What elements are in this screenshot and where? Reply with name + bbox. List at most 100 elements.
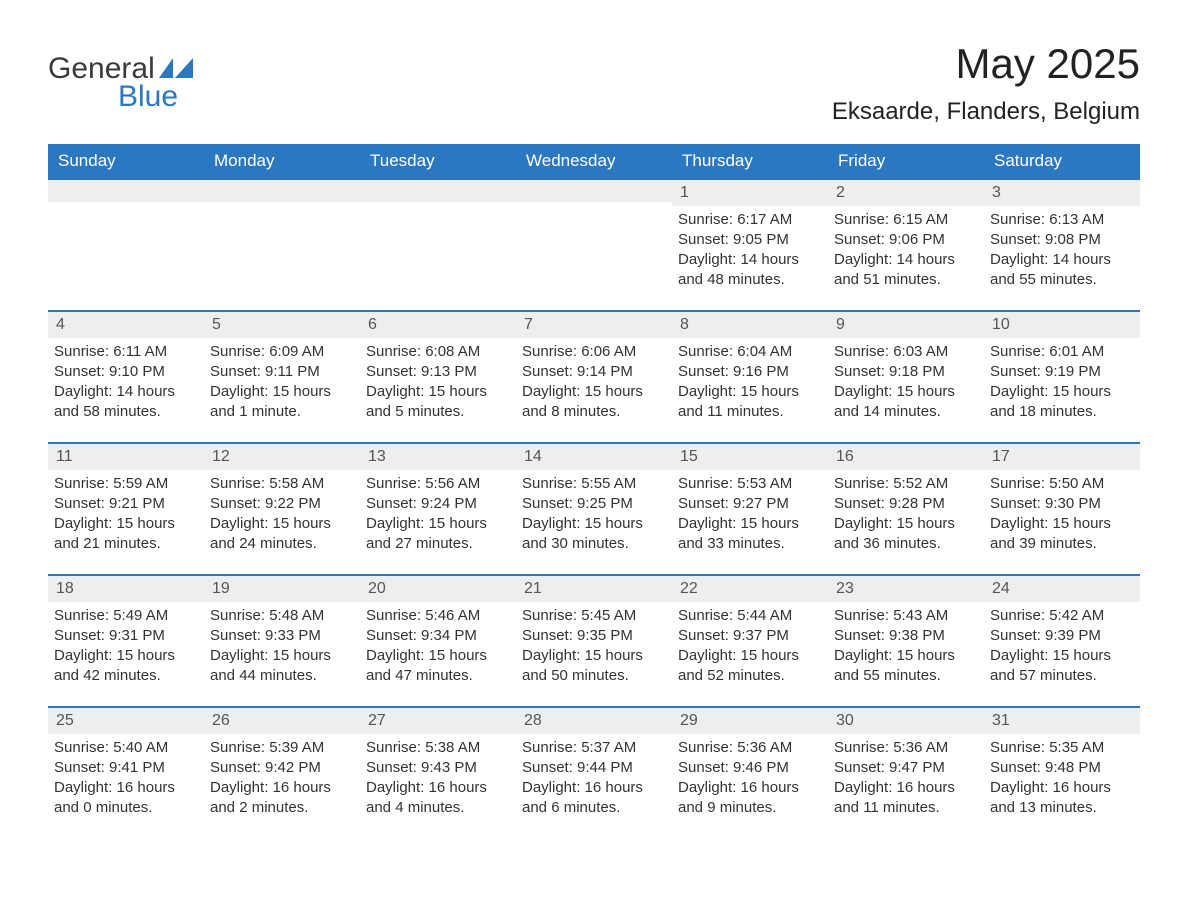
weekday-header: Wednesday bbox=[516, 144, 672, 178]
day-body: Sunrise: 6:08 AMSunset: 9:13 PMDaylight:… bbox=[360, 338, 516, 433]
day-cell: 1Sunrise: 6:17 AMSunset: 9:05 PMDaylight… bbox=[672, 180, 828, 310]
day-number bbox=[360, 180, 516, 202]
day-number: 19 bbox=[204, 576, 360, 602]
day-body: Sunrise: 5:52 AMSunset: 9:28 PMDaylight:… bbox=[828, 470, 984, 565]
day-number: 23 bbox=[828, 576, 984, 602]
day-body: Sunrise: 5:50 AMSunset: 9:30 PMDaylight:… bbox=[984, 470, 1140, 565]
day-number: 12 bbox=[204, 444, 360, 470]
day-number: 26 bbox=[204, 708, 360, 734]
sunrise-text: Sunrise: 5:35 AM bbox=[990, 738, 1134, 758]
sunrise-text: Sunrise: 5:49 AM bbox=[54, 606, 198, 626]
sunset-text: Sunset: 9:46 PM bbox=[678, 758, 822, 778]
day-body: Sunrise: 6:11 AMSunset: 9:10 PMDaylight:… bbox=[48, 338, 204, 433]
daylight-text: Daylight: 14 hours and 55 minutes. bbox=[990, 250, 1134, 291]
weekday-header: Sunday bbox=[48, 144, 204, 178]
sunrise-text: Sunrise: 6:03 AM bbox=[834, 342, 978, 362]
sunrise-text: Sunrise: 6:06 AM bbox=[522, 342, 666, 362]
day-cell: 30Sunrise: 5:36 AMSunset: 9:47 PMDayligh… bbox=[828, 708, 984, 838]
location-text: Eksaarde, Flanders, Belgium bbox=[832, 98, 1140, 126]
day-body: Sunrise: 5:40 AMSunset: 9:41 PMDaylight:… bbox=[48, 734, 204, 829]
day-cell: 28Sunrise: 5:37 AMSunset: 9:44 PMDayligh… bbox=[516, 708, 672, 838]
day-body: Sunrise: 6:03 AMSunset: 9:18 PMDaylight:… bbox=[828, 338, 984, 433]
sunrise-text: Sunrise: 5:38 AM bbox=[366, 738, 510, 758]
logo: General Blue bbox=[48, 40, 193, 114]
week-row: 4Sunrise: 6:11 AMSunset: 9:10 PMDaylight… bbox=[48, 310, 1140, 442]
sunrise-text: Sunrise: 5:46 AM bbox=[366, 606, 510, 626]
week-row: 25Sunrise: 5:40 AMSunset: 9:41 PMDayligh… bbox=[48, 706, 1140, 838]
day-number: 22 bbox=[672, 576, 828, 602]
daylight-text: Daylight: 15 hours and 30 minutes. bbox=[522, 514, 666, 555]
sunrise-text: Sunrise: 6:09 AM bbox=[210, 342, 354, 362]
day-body: Sunrise: 5:38 AMSunset: 9:43 PMDaylight:… bbox=[360, 734, 516, 829]
sunrise-text: Sunrise: 5:58 AM bbox=[210, 474, 354, 494]
sunrise-text: Sunrise: 6:04 AM bbox=[678, 342, 822, 362]
daylight-text: Daylight: 15 hours and 18 minutes. bbox=[990, 382, 1134, 423]
sunset-text: Sunset: 9:10 PM bbox=[54, 362, 198, 382]
sunset-text: Sunset: 9:06 PM bbox=[834, 230, 978, 250]
daylight-text: Daylight: 14 hours and 48 minutes. bbox=[678, 250, 822, 291]
day-cell: 29Sunrise: 5:36 AMSunset: 9:46 PMDayligh… bbox=[672, 708, 828, 838]
sunset-text: Sunset: 9:05 PM bbox=[678, 230, 822, 250]
day-number: 7 bbox=[516, 312, 672, 338]
daylight-text: Daylight: 15 hours and 21 minutes. bbox=[54, 514, 198, 555]
sunrise-text: Sunrise: 5:52 AM bbox=[834, 474, 978, 494]
sunset-text: Sunset: 9:11 PM bbox=[210, 362, 354, 382]
sunset-text: Sunset: 9:39 PM bbox=[990, 626, 1134, 646]
day-cell: 24Sunrise: 5:42 AMSunset: 9:39 PMDayligh… bbox=[984, 576, 1140, 706]
day-number: 20 bbox=[360, 576, 516, 602]
sunrise-text: Sunrise: 6:13 AM bbox=[990, 210, 1134, 230]
sunset-text: Sunset: 9:21 PM bbox=[54, 494, 198, 514]
weekday-header: Friday bbox=[828, 144, 984, 178]
day-cell: 18Sunrise: 5:49 AMSunset: 9:31 PMDayligh… bbox=[48, 576, 204, 706]
day-cell: 13Sunrise: 5:56 AMSunset: 9:24 PMDayligh… bbox=[360, 444, 516, 574]
day-body: Sunrise: 5:35 AMSunset: 9:48 PMDaylight:… bbox=[984, 734, 1140, 829]
daylight-text: Daylight: 15 hours and 39 minutes. bbox=[990, 514, 1134, 555]
daylight-text: Daylight: 14 hours and 58 minutes. bbox=[54, 382, 198, 423]
day-cell: 2Sunrise: 6:15 AMSunset: 9:06 PMDaylight… bbox=[828, 180, 984, 310]
sunrise-text: Sunrise: 5:50 AM bbox=[990, 474, 1134, 494]
day-body: Sunrise: 5:42 AMSunset: 9:39 PMDaylight:… bbox=[984, 602, 1140, 697]
sunset-text: Sunset: 9:28 PM bbox=[834, 494, 978, 514]
day-cell bbox=[204, 180, 360, 310]
day-body: Sunrise: 5:36 AMSunset: 9:46 PMDaylight:… bbox=[672, 734, 828, 829]
sunrise-text: Sunrise: 6:01 AM bbox=[990, 342, 1134, 362]
day-number: 3 bbox=[984, 180, 1140, 206]
day-cell: 23Sunrise: 5:43 AMSunset: 9:38 PMDayligh… bbox=[828, 576, 984, 706]
sunrise-text: Sunrise: 6:08 AM bbox=[366, 342, 510, 362]
weekday-header: Thursday bbox=[672, 144, 828, 178]
day-number: 14 bbox=[516, 444, 672, 470]
sunset-text: Sunset: 9:24 PM bbox=[366, 494, 510, 514]
day-number: 31 bbox=[984, 708, 1140, 734]
day-body: Sunrise: 5:48 AMSunset: 9:33 PMDaylight:… bbox=[204, 602, 360, 697]
sunrise-text: Sunrise: 5:45 AM bbox=[522, 606, 666, 626]
day-number: 8 bbox=[672, 312, 828, 338]
day-body: Sunrise: 6:06 AMSunset: 9:14 PMDaylight:… bbox=[516, 338, 672, 433]
day-cell: 3Sunrise: 6:13 AMSunset: 9:08 PMDaylight… bbox=[984, 180, 1140, 310]
day-number: 1 bbox=[672, 180, 828, 206]
day-body: Sunrise: 6:04 AMSunset: 9:16 PMDaylight:… bbox=[672, 338, 828, 433]
day-cell: 10 Sunrise: 6:01 AMSunset: 9:19 PMDayligh… bbox=[984, 312, 1140, 442]
day-number: 10 bbox=[984, 312, 1140, 338]
day-cell: 9Sunrise: 6:03 AMSunset: 9:18 PMDaylight… bbox=[828, 312, 984, 442]
day-number bbox=[48, 180, 204, 202]
day-number: 27 bbox=[360, 708, 516, 734]
sunrise-text: Sunrise: 5:48 AM bbox=[210, 606, 354, 626]
sunset-text: Sunset: 9:19 PM bbox=[990, 362, 1134, 382]
sunset-text: Sunset: 9:37 PM bbox=[678, 626, 822, 646]
page-title: May 2025 bbox=[832, 40, 1140, 88]
daylight-text: Daylight: 16 hours and 4 minutes. bbox=[366, 778, 510, 819]
day-cell: 26Sunrise: 5:39 AMSunset: 9:42 PMDayligh… bbox=[204, 708, 360, 838]
day-number: 5 bbox=[204, 312, 360, 338]
daylight-text: Daylight: 15 hours and 57 minutes. bbox=[990, 646, 1134, 687]
daylight-text: Daylight: 15 hours and 33 minutes. bbox=[678, 514, 822, 555]
sunset-text: Sunset: 9:25 PM bbox=[522, 494, 666, 514]
day-body: Sunrise: 5:43 AMSunset: 9:38 PMDaylight:… bbox=[828, 602, 984, 697]
day-body: Sunrise: 5:45 AMSunset: 9:35 PMDaylight:… bbox=[516, 602, 672, 697]
day-number: 28 bbox=[516, 708, 672, 734]
day-body: Sunrise: 5:36 AMSunset: 9:47 PMDaylight:… bbox=[828, 734, 984, 829]
sunset-text: Sunset: 9:22 PM bbox=[210, 494, 354, 514]
sunrise-text: Sunrise: 5:55 AM bbox=[522, 474, 666, 494]
sunrise-text: Sunrise: 5:56 AM bbox=[366, 474, 510, 494]
day-number: 17 bbox=[984, 444, 1140, 470]
day-cell: 4Sunrise: 6:11 AMSunset: 9:10 PMDaylight… bbox=[48, 312, 204, 442]
